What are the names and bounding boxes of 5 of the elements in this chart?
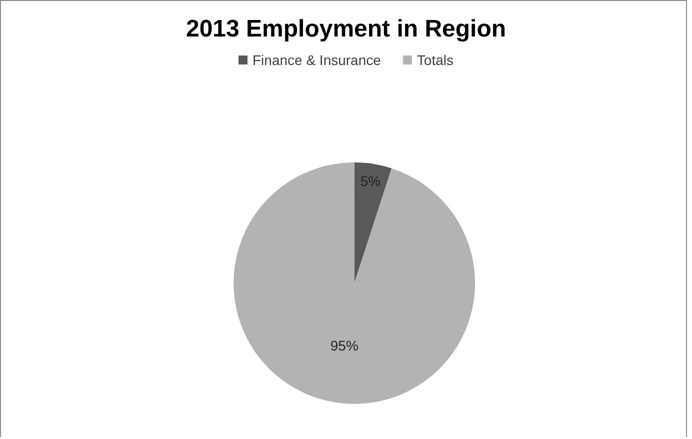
chart-title: 2013 Employment in Region	[186, 16, 506, 42]
legend-label: Totals	[416, 52, 454, 68]
legend-label: Finance & Insurance	[252, 52, 382, 68]
data-label: 95%	[330, 338, 358, 354]
data-label: 5%	[360, 173, 381, 190]
